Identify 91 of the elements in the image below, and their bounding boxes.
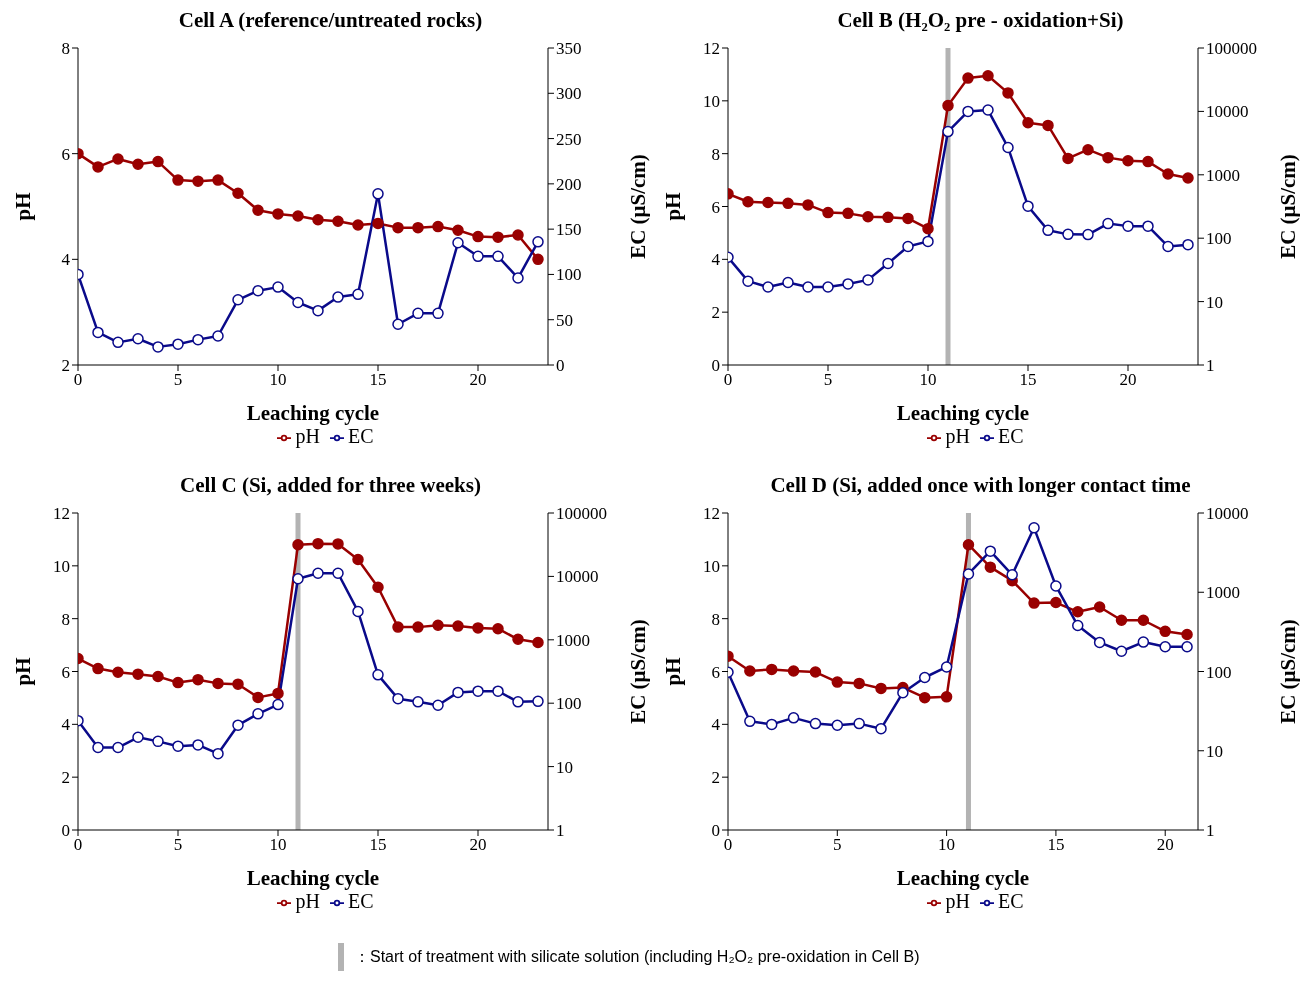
y2-tick-label: 10000: [1206, 504, 1249, 524]
y2-axis-title: EC (μS/cm): [1276, 154, 1301, 259]
y-tick-label: 4: [711, 715, 721, 735]
y2-tick-label: 50: [556, 310, 573, 330]
y2-tick-label: 1: [1206, 356, 1215, 376]
legend-label: EC: [347, 890, 374, 912]
legend-label: pH: [945, 425, 970, 447]
y-tick-label: 10: [53, 556, 70, 576]
x-axis-title: Leaching cycle: [246, 866, 380, 890]
y-tick-label: 2: [711, 768, 720, 788]
chart-title: Cell A (reference/untreated rocks): [177, 8, 484, 34]
legend-label: pH: [945, 890, 970, 912]
legend-label: EC: [997, 890, 1024, 912]
y2-tick-label: 10000: [556, 567, 599, 587]
y2-tick-label: 250: [556, 129, 582, 149]
y-tick-label: 8: [61, 609, 70, 629]
y-tick-label: 4: [61, 250, 71, 270]
y-axis-title: pH: [661, 657, 686, 686]
y2-tick-label: 100000: [556, 504, 607, 524]
y-axis-title: pH: [661, 192, 686, 221]
x-tick-label: 20: [1119, 370, 1137, 390]
y2-tick-label: 10: [556, 757, 573, 777]
legend-label: EC: [347, 425, 374, 447]
y-tick-label: 8: [711, 609, 720, 629]
y2-tick-label: 100: [556, 265, 582, 285]
y2-tick-label: 1: [556, 821, 565, 841]
y-tick-label: 6: [711, 662, 720, 682]
y-tick-label: 12: [703, 39, 720, 59]
y-tick-label: 2: [61, 768, 70, 788]
y-tick-label: 2: [711, 303, 720, 323]
y2-tick-label: 10000: [1206, 102, 1249, 122]
y-tick-label: 6: [711, 197, 720, 217]
x-tick-label: 15: [369, 835, 387, 855]
x-tick-label: 5: [173, 835, 183, 855]
x-tick-label: 5: [823, 370, 833, 390]
legend-label: pH: [295, 890, 320, 912]
x-axis-title: Leaching cycle: [896, 401, 1030, 425]
text: ：Start of treatment with silicate solution (including H₂O₂ pre-oxidation in Cell B): [354, 946, 920, 967]
y2-tick-label: 10: [1206, 292, 1223, 312]
legend-label: pH: [295, 425, 320, 447]
y2-tick-label: 350: [556, 39, 582, 59]
x-tick-label: 15: [1019, 370, 1037, 390]
chart-title: Cell B (H₂O₂ pre - oxidation+Si): [836, 8, 1125, 34]
chart-title: Cell D (Si, added once with longer contact time: [769, 473, 1192, 499]
x-axis-title: Leaching cycle: [896, 866, 1030, 890]
y2-tick-label: 0: [556, 356, 565, 376]
y2-tick-label: 100: [1206, 662, 1232, 682]
y2-tick-label: 200: [556, 174, 582, 194]
x-tick-label: 10: [919, 370, 937, 390]
x-axis-title: Leaching cycle: [246, 401, 380, 425]
y2-axis-title: EC (μS/cm): [626, 619, 651, 724]
y-tick-label: 12: [703, 504, 720, 524]
y-tick-label: 0: [711, 821, 720, 841]
y-tick-label: 2: [61, 356, 70, 376]
y2-axis-title: EC (μS/cm): [1276, 619, 1301, 724]
y2-tick-label: 300: [556, 84, 582, 104]
y-tick-label: 8: [61, 39, 70, 59]
x-tick-label: 20: [469, 370, 487, 390]
y2-tick-label: 10: [1206, 741, 1223, 761]
y-tick-label: 6: [61, 144, 70, 164]
x-tick-label: 10: [269, 835, 287, 855]
y2-tick-label: 100: [1206, 229, 1232, 249]
x-tick-label: 15: [1047, 835, 1065, 855]
y-tick-label: 10: [703, 556, 720, 576]
x-tick-label: 10: [938, 835, 956, 855]
y2-tick-label: 1: [1206, 821, 1215, 841]
legend-label: EC: [997, 425, 1024, 447]
x-tick-label: 20: [469, 835, 487, 855]
x-tick-label: 5: [173, 370, 183, 390]
y2-tick-label: 100000: [1206, 39, 1257, 59]
y-tick-label: 6: [61, 662, 70, 682]
y-tick-label: 12: [53, 504, 70, 524]
y-tick-label: 0: [61, 821, 70, 841]
chart-title: Cell C (Si, added for three weeks): [179, 473, 482, 499]
y2-tick-label: 1000: [556, 630, 590, 650]
y2-axis-title: EC (μS/cm): [626, 154, 651, 259]
x-tick-label: 20: [1156, 835, 1174, 855]
x-tick-label: 5: [833, 835, 842, 855]
y2-tick-label: 100: [556, 694, 582, 714]
y2-tick-label: 150: [556, 220, 582, 240]
y-tick-label: 0: [711, 356, 720, 376]
x-tick-label: 15: [369, 370, 387, 390]
y2-tick-label: 1000: [1206, 165, 1240, 185]
y2-tick-label: 1000: [1206, 583, 1240, 603]
y-axis-title: pH: [11, 192, 36, 221]
y-tick-label: 8: [711, 144, 720, 164]
y-tick-label: 4: [711, 250, 721, 270]
y-axis-title: pH: [11, 657, 36, 686]
y-tick-label: 10: [703, 91, 720, 111]
y-tick-label: 4: [61, 715, 71, 735]
x-tick-label: 10: [269, 370, 287, 390]
